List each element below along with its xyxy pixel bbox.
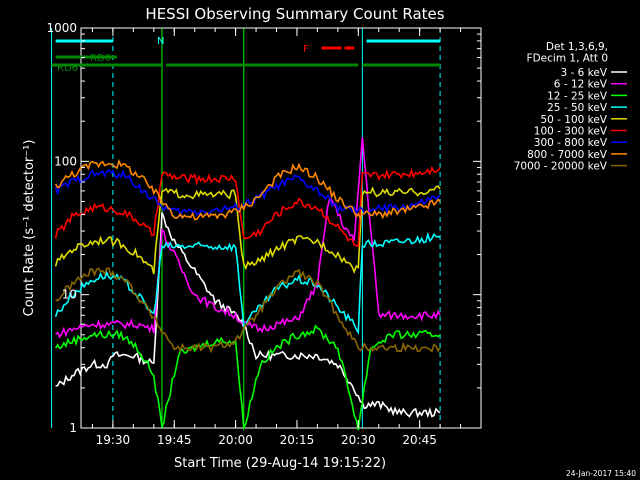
- legend-label-3: 25 - 50 keV: [547, 102, 608, 114]
- legend-label-2: 12 - 25 keV: [547, 90, 608, 102]
- x-tick-label-3: 20:15: [280, 433, 315, 447]
- legend-label-5: 100 - 300 keV: [534, 126, 608, 138]
- series-line-0: [55, 212, 441, 419]
- series-line-4: [54, 185, 441, 275]
- series-line-7: [54, 158, 441, 221]
- series-lines: [54, 137, 441, 431]
- y-axis: 1 10 100 1000: [46, 21, 481, 435]
- vertical-markers: [51, 28, 441, 428]
- legend-header-1: FDecim 1, Att 0: [527, 53, 608, 65]
- x-axis-label: Start Time (29-Aug-14 19:15:22): [174, 456, 386, 471]
- legend-label-1: 6 - 12 keV: [554, 79, 608, 91]
- y-tick-label-0: 1: [69, 421, 77, 435]
- legend-label-7: 800 - 7000 keV: [527, 149, 608, 161]
- x-tick-label-1: 19:45: [157, 433, 192, 447]
- series-line-5: [54, 165, 441, 248]
- legend-label-0: 3 - 6 keV: [560, 67, 607, 79]
- legend-header-0: Det 1,3,6,9,: [546, 41, 608, 53]
- series-line-1: [55, 137, 441, 339]
- x-tick-label-4: 20:30: [341, 433, 376, 447]
- flag-bars: N RD0 RD6 F: [51, 36, 441, 74]
- series-line-6: [54, 168, 441, 217]
- legend-label-8: 7000 - 20000 keV: [514, 161, 608, 173]
- series-line-2: [54, 324, 441, 431]
- flag-label-n: N: [157, 36, 164, 47]
- flag-label-rd0: RD0: [90, 53, 111, 64]
- y-tick-label-1: 10: [62, 288, 77, 302]
- series-line-8: [55, 267, 441, 354]
- plot-frame: [80, 27, 482, 429]
- x-tick-label-0: 19:30: [96, 433, 131, 447]
- legend-label-4: 50 - 100 keV: [540, 114, 607, 126]
- x-tick-label-2: 20:00: [218, 433, 253, 447]
- flag-label-f: F: [303, 44, 309, 55]
- y-axis-label: Count Rate (s⁻¹ detector⁻¹): [22, 140, 37, 317]
- y-tick-label-3: 1000: [46, 21, 77, 35]
- x-axis: 19:30 19:45 20:00 20:15 20:30 20:45: [91, 28, 482, 447]
- legend-label-6: 300 - 800 keV: [534, 137, 608, 149]
- flag-label-rd6: RD6: [57, 63, 78, 74]
- chart-title: HESSI Observing Summary Count Rates: [145, 5, 444, 23]
- footer-date: 24-Jan-2017 15:40: [566, 469, 636, 478]
- y-tick-label-2: 100: [54, 154, 77, 168]
- x-tick-label-5: 20:45: [402, 433, 437, 447]
